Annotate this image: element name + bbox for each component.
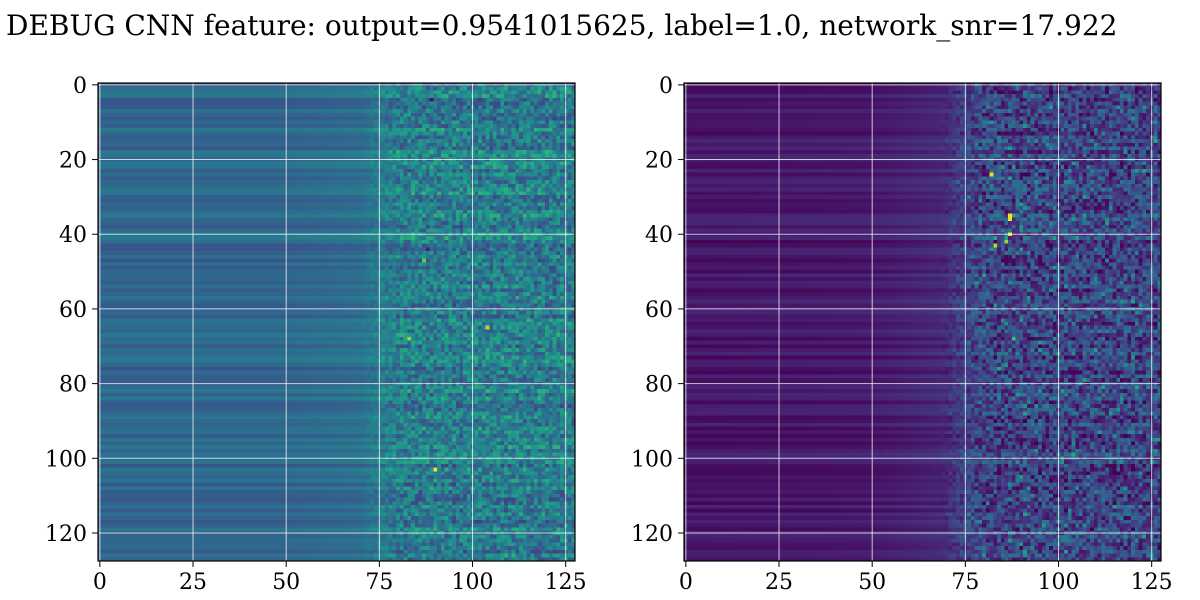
axes-frame <box>97 82 576 562</box>
x-tick-label: 25 <box>179 570 207 595</box>
heatmap-panel-left: 0 25 50 75 100 125 0 20 40 60 80 100 120 <box>45 74 587 595</box>
y-tick-label: 120 <box>631 522 673 547</box>
y-tick-label: 100 <box>631 447 673 472</box>
heatmap-image <box>684 83 1161 561</box>
x-tick-label: 75 <box>365 570 393 595</box>
y-tick-label: 120 <box>45 522 87 547</box>
axes-frame <box>683 82 1162 562</box>
x-tick-label: 0 <box>679 570 693 595</box>
y-tick-label: 20 <box>59 149 87 174</box>
heatmap-image <box>98 83 575 561</box>
x-tick-label: 75 <box>951 570 979 595</box>
y-tick-label: 100 <box>45 447 87 472</box>
x-tick-label: 50 <box>858 570 886 595</box>
x-tick-label: 50 <box>272 570 300 595</box>
y-tick-label: 80 <box>59 373 87 398</box>
y-tick-label: 80 <box>645 373 673 398</box>
y-tick-label: 0 <box>73 74 87 99</box>
heatmap-panel-right: 0 25 50 75 100 125 0 20 40 60 80 100 120 <box>631 74 1173 595</box>
x-tick-label: 125 <box>545 570 587 595</box>
y-tick-label: 40 <box>645 223 673 248</box>
x-tick-label: 125 <box>1131 570 1173 595</box>
y-tick-label: 0 <box>659 74 673 99</box>
y-tick-label: 40 <box>59 223 87 248</box>
figure-title: DEBUG CNN feature: output=0.9541015625, … <box>6 9 1118 42</box>
y-tick-label: 60 <box>645 298 673 323</box>
x-tick-label: 100 <box>452 570 494 595</box>
y-tick-label: 60 <box>59 298 87 323</box>
y-tick-label: 20 <box>645 149 673 174</box>
x-tick-label: 25 <box>765 570 793 595</box>
x-tick-label: 100 <box>1038 570 1080 595</box>
x-tick-label: 0 <box>93 570 107 595</box>
